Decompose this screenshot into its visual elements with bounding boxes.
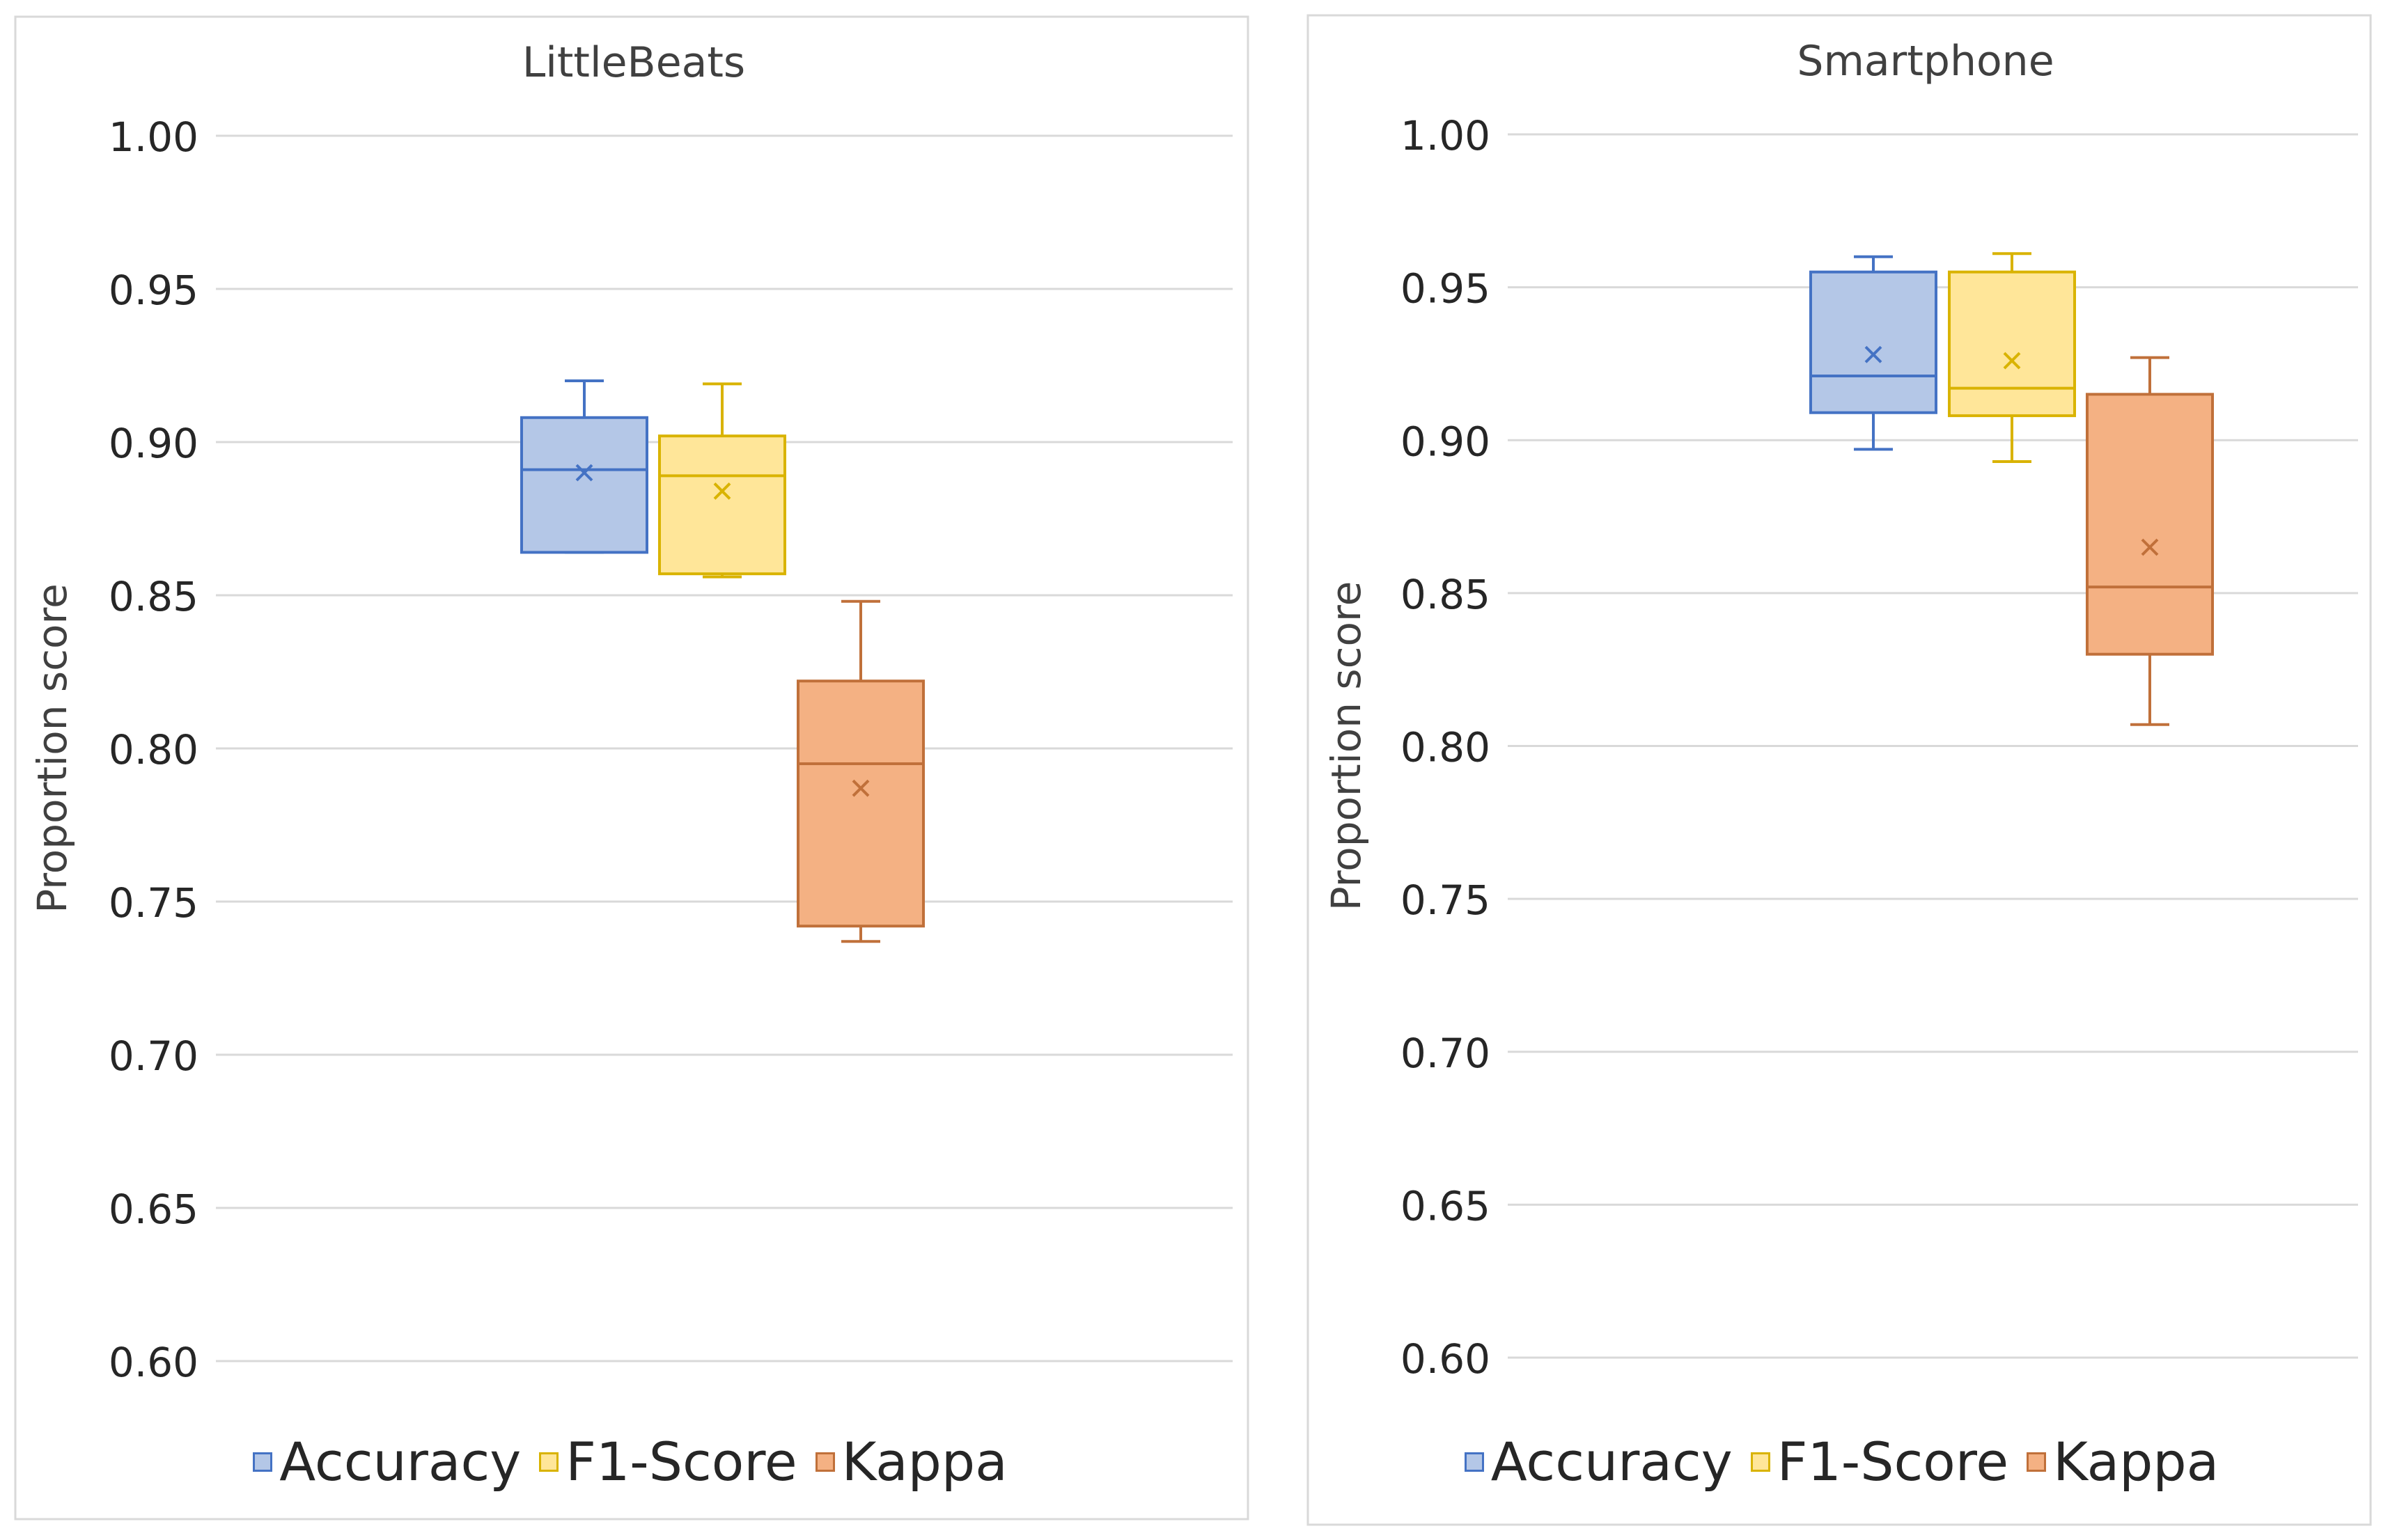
legend-label-accuracy: Accuracy — [279, 1431, 522, 1493]
smartphone-chart: Smartphone 0.60 0.65 0.70 0.75 0.80 0.85 0.90 0.… — [1306, 14, 2372, 1526]
mean-marker-accuracy — [1864, 345, 1882, 363]
legend-swatch-kappa — [2027, 1452, 2047, 1472]
legend-item-accuracy: Accuracy — [1464, 1431, 1733, 1493]
y-tick-label: 0.70 — [109, 1032, 198, 1080]
y-tick-label: 0.90 — [1400, 418, 1490, 465]
legend-label-kappa: Kappa — [2053, 1431, 2219, 1493]
y-tick-label: 1.00 — [109, 113, 198, 161]
y-tick-label: 0.65 — [109, 1186, 198, 1233]
mean-marker-f1-score — [2003, 352, 2021, 370]
y-axis-label: Proportion score — [1322, 581, 1370, 911]
legend-swatch-accuracy — [253, 1452, 273, 1472]
legend-item-accuracy: Accuracy — [253, 1431, 521, 1493]
legend-label-kappa: Kappa — [841, 1431, 1008, 1493]
y-tick-label: 1.00 — [1400, 112, 1490, 159]
littlebeats-legend: Accuracy F1-Score Kappa — [0, 1431, 1261, 1493]
box-kappa — [797, 679, 925, 928]
mean-marker-kappa — [852, 779, 870, 797]
littlebeats-chart-panel: LittleBeats 0.60 0.65 0.70 0.75 0.80 0.85 0.90 0… — [0, 15, 1261, 1521]
mean-marker-accuracy — [575, 464, 593, 482]
chart-title: LittleBeats — [522, 38, 745, 87]
y-tick-label: 0.65 — [1400, 1182, 1490, 1229]
legend-label-f1-score: F1-Score — [1777, 1431, 2009, 1493]
legend-swatch-kappa — [815, 1452, 835, 1472]
y-tick-label: 0.75 — [1400, 877, 1490, 924]
y-tick-label: 0.90 — [109, 420, 198, 467]
smartphone-chart-panel: Smartphone 0.60 0.65 0.70 0.75 0.80 0.85 0.90 0.… — [1295, 0, 2388, 1540]
legend-swatch-f1-score — [1750, 1452, 1770, 1472]
y-tick-label: 0.60 — [109, 1339, 198, 1386]
y-tick-label: 0.95 — [109, 267, 198, 314]
y-tick-label: 0.95 — [1400, 265, 1490, 313]
mean-marker-f1-score — [713, 482, 731, 500]
chart-border — [1306, 14, 2372, 1526]
box-kappa — [2086, 393, 2214, 656]
legend-item-f1-score: F1-Score — [1750, 1431, 2009, 1493]
y-tick-label: 0.75 — [109, 879, 198, 927]
legend-label-f1-score: F1-Score — [565, 1431, 797, 1493]
littlebeats-chart: LittleBeats 0.60 0.65 0.70 0.75 0.80 0.85 0.90 0… — [14, 15, 1249, 1521]
chart-title: Smartphone — [1797, 37, 2054, 86]
y-tick-label: 0.80 — [109, 726, 198, 773]
box-f1-score — [658, 434, 786, 576]
legend-label-accuracy: Accuracy — [1490, 1431, 1733, 1493]
legend-item-f1-score: F1-Score — [539, 1431, 797, 1493]
smartphone-legend: Accuracy F1-Score Kappa — [1295, 1431, 2388, 1493]
box-accuracy — [1809, 270, 1937, 414]
y-axis-label: Proportion score — [29, 583, 76, 913]
box-accuracy — [520, 416, 648, 554]
mean-marker-kappa — [2141, 538, 2159, 556]
y-tick-label: 0.60 — [1400, 1335, 1490, 1383]
box-f1-score — [1948, 270, 2076, 418]
legend-swatch-f1-score — [539, 1452, 559, 1472]
y-tick-label: 0.70 — [1400, 1030, 1490, 1077]
legend-item-kappa: Kappa — [815, 1431, 1008, 1493]
y-tick-label: 0.80 — [1400, 724, 1490, 771]
y-tick-label: 0.85 — [109, 573, 198, 620]
y-tick-label: 0.85 — [1400, 571, 1490, 618]
chart-border — [14, 15, 1249, 1521]
legend-swatch-accuracy — [1464, 1452, 1484, 1472]
legend-item-kappa: Kappa — [2027, 1431, 2219, 1493]
